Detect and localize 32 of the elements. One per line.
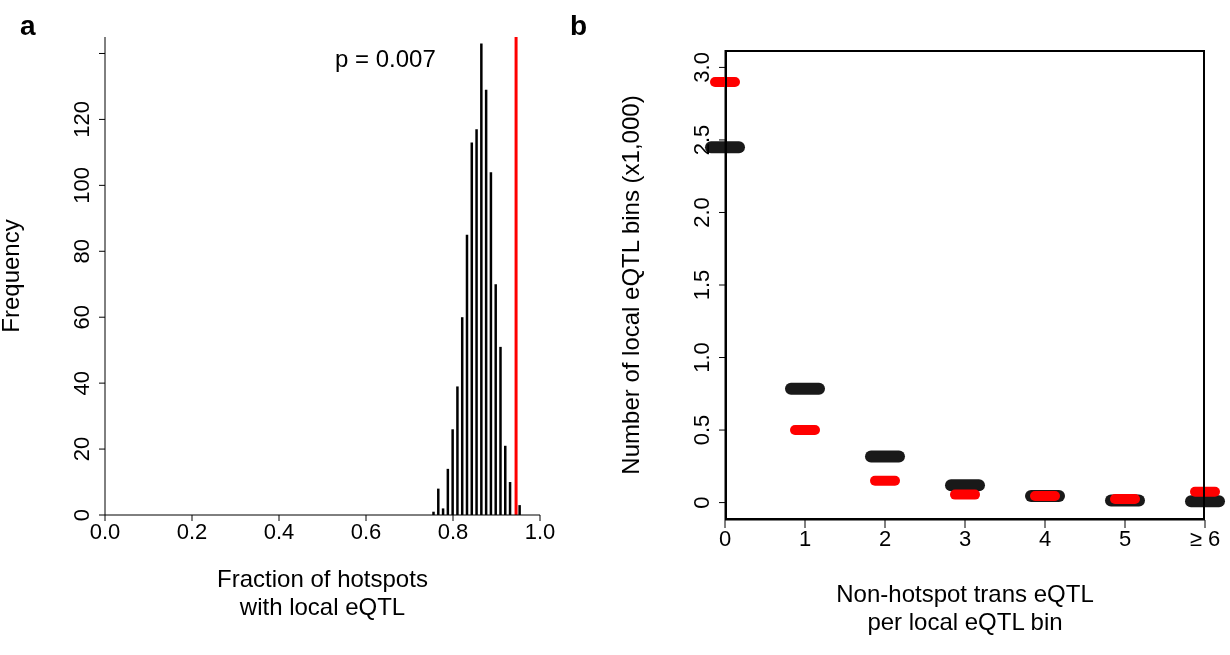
x-tick-label: 1.0 [524,518,556,544]
y-tick-label: 80 [69,239,94,264]
y-tick-label: 100 [69,166,94,204]
x-tick-label: 5 [1118,525,1132,551]
x-tick-label: 4 [1038,525,1052,551]
y-tick-label: 0 [689,496,714,509]
x-tick-label: 2 [878,525,892,551]
y-axis-title: Frequency [0,219,24,333]
y-tick-label: 120 [69,101,94,138]
x-axis-title: Fraction of hotspots with local eQTL [216,565,429,621]
x-tick-label: 0.6 [350,518,382,544]
y-tick-label: 0.5 [689,414,714,446]
x-tick-label: 0.4 [263,518,295,544]
annotation: p = 0.007 [335,45,436,73]
x-tick-label: 0.8 [437,518,469,544]
y-tick-label: 2.5 [689,124,714,156]
x-tick-label: 0 [718,525,732,551]
y-tick-label: 1.5 [689,269,714,301]
y-tick-label: 60 [69,304,94,330]
x-axis-title: Non-hotspot trans eQTL per local eQTL bin [835,580,1095,636]
chart-title: a [20,10,36,42]
x-tick-label: 3 [958,525,972,551]
y-tick-label: 3.0 [689,52,714,83]
x-tick-label: ≥ 6 [1189,525,1221,551]
y-axis-title: Number of local eQTL bins (x1,000) [616,95,644,475]
y-tick-label: 40 [69,370,94,396]
y-tick-label: 2.0 [689,197,714,228]
x-tick-label: 0.2 [176,518,208,544]
x-tick-label: 1 [798,525,812,551]
y-tick-label: 1.0 [689,342,714,373]
y-tick-label: 20 [69,436,94,462]
chart-title: b [570,10,588,42]
